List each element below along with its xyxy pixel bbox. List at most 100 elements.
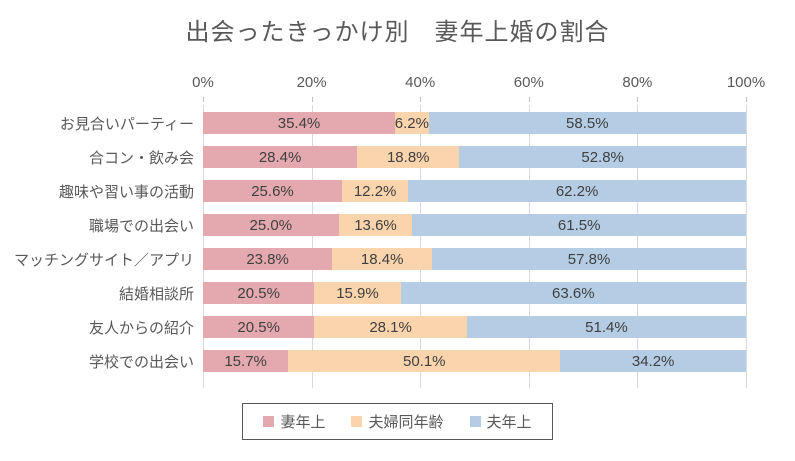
category-label: 結婚相談所	[118, 285, 194, 303]
x-axis-tick-label: 40%	[405, 74, 436, 91]
chart-row: 友人からの紹介 20.5% 28.1% 51.4%	[0, 310, 795, 344]
bar-segment-same-age: 18.4%	[332, 248, 433, 270]
bar-segment-same-age: 13.6%	[338, 214, 413, 236]
category-label: 学校での出会い	[88, 353, 194, 371]
bar-segment-wife-older: 35.4%	[203, 112, 396, 134]
data-label: 28.1%	[369, 318, 412, 336]
data-label: 28.4%	[258, 148, 302, 166]
legend-swatch-same-age	[351, 416, 363, 427]
data-label: 52.8%	[581, 148, 624, 166]
data-label: 51.4%	[585, 318, 628, 336]
bar-segment-husband-older: 63.6%	[400, 282, 746, 304]
data-label: 15.9%	[336, 284, 379, 302]
bar-segment-same-age: 28.1%	[314, 316, 467, 338]
x-axis-tick-mark	[311, 97, 313, 102]
stacked-bar: 25.6% 12.2% 62.2%	[203, 180, 746, 202]
data-label: 20.5%	[237, 284, 280, 302]
stacked-bar: 23.8% 18.4% 57.8%	[203, 248, 746, 270]
x-axis-tick-label: 20%	[296, 74, 327, 91]
category-label: 合コン・飲み会	[88, 149, 194, 167]
x-axis-tick-mark	[637, 97, 639, 102]
data-label: 35.4%	[277, 114, 321, 132]
x-axis-tick-strip	[203, 96, 747, 102]
bar-segment-husband-older: 52.8%	[459, 146, 746, 168]
legend: 妻年上 夫婦同年齢 夫年上	[242, 403, 553, 440]
plot-area: お見合いパーティー 35.4% 6.2% 58.5% 合コン・飲み会 28.4% 18.8%…	[0, 105, 795, 388]
bar-segment-same-age: 15.9%	[314, 282, 401, 304]
legend-label: 夫婦同年齢	[368, 414, 444, 431]
legend-item-wife-older: 妻年上	[263, 411, 325, 432]
legend-swatch-husband-older	[469, 416, 481, 427]
data-label: 61.5%	[557, 216, 601, 234]
bar-segment-same-age: 18.8%	[357, 146, 460, 168]
data-label: 25.6%	[251, 182, 294, 200]
data-label: 62.2%	[555, 182, 599, 200]
x-axis-tick-label: 60%	[513, 74, 544, 91]
legend-label: 夫年上	[486, 414, 532, 431]
data-label: 18.8%	[386, 148, 430, 166]
gridline	[528, 105, 530, 388]
category-label: 友人からの紹介	[88, 319, 194, 337]
bar-segment-wife-older: 23.8%	[203, 248, 333, 270]
bar-segment-husband-older: 62.2%	[408, 180, 746, 202]
legend-item-same-age: 夫婦同年齢	[351, 411, 444, 432]
chart-row: お見合いパーティー 35.4% 6.2% 58.5%	[0, 106, 795, 140]
stacked-bar: 35.4% 6.2% 58.5%	[203, 112, 746, 134]
stacked-bar: 20.5% 15.9% 63.6%	[203, 282, 746, 304]
data-label: 12.2%	[353, 182, 397, 200]
bar-segment-same-age: 12.2%	[342, 180, 409, 202]
x-axis-tick-mark	[746, 97, 747, 102]
chart-row: 合コン・飲み会 28.4% 18.8% 52.8%	[0, 140, 795, 174]
bar-segment-husband-older: 57.8%	[432, 248, 746, 270]
bar-segment-husband-older: 61.5%	[412, 214, 746, 236]
bar-segment-wife-older: 28.4%	[203, 146, 358, 168]
category-label: お見合いパーティー	[59, 115, 194, 133]
chart-row: 職場での出会い 25.0% 13.6% 61.5%	[0, 208, 795, 242]
bar-segment-husband-older: 58.5%	[428, 112, 746, 134]
bar-segment-same-age: 50.1%	[288, 350, 561, 372]
data-label: 20.5%	[237, 318, 280, 336]
data-label: 34.2%	[631, 352, 675, 370]
x-axis-tick-label: 100%	[726, 74, 766, 91]
stacked-bar: 15.7% 50.1% 34.2%	[203, 350, 746, 372]
x-axis-tick-label: 80%	[622, 74, 653, 91]
data-label: 50.1%	[402, 352, 446, 370]
legend-label: 妻年上	[280, 414, 326, 431]
stacked-bar: 28.4% 18.8% 52.8%	[203, 146, 746, 168]
bar-segment-wife-older: 20.5%	[203, 316, 315, 338]
x-axis-tick-mark	[203, 97, 204, 102]
chart-row: 学校での出会い 15.7% 50.1% 34.2%	[0, 344, 795, 378]
chart-title: 出会ったきっかけ別 妻年上婚の割合	[185, 19, 610, 46]
x-axis: 0% 20% 40% 60% 80% 100%	[192, 74, 765, 94]
gridline	[420, 105, 422, 388]
chart-row: 結婚相談所 20.5% 15.9% 63.6%	[0, 276, 795, 310]
gridlines	[203, 105, 747, 388]
chart-row: 趣味や習い事の活動 25.6% 12.2% 62.2%	[0, 174, 795, 208]
x-axis-tick-label: 0%	[192, 74, 214, 91]
data-label: 15.7%	[224, 352, 267, 370]
category-label: マッチングサイト／アプリ	[13, 251, 194, 269]
data-label: 6.2%	[394, 114, 429, 132]
data-label: 23.8%	[246, 250, 289, 268]
stacked-bar-chart: 出会ったきっかけ別 妻年上婚の割合 0% 20% 40% 60% 80% 100…	[0, 18, 795, 461]
gridline	[746, 105, 747, 388]
category-label: 趣味や習い事の活動	[58, 183, 194, 201]
bar-segment-wife-older: 25.0%	[203, 214, 339, 236]
legend-item-husband-older: 夫年上	[469, 411, 532, 432]
x-axis-tick-mark	[528, 97, 530, 102]
gridline	[203, 105, 204, 388]
bar-segment-wife-older: 25.6%	[203, 180, 342, 202]
bar-segment-husband-older: 34.2%	[560, 350, 746, 372]
stacked-bar: 25.0% 13.6% 61.5%	[203, 214, 746, 236]
category-label: 職場での出会い	[88, 217, 194, 235]
data-label: 58.5%	[566, 114, 609, 132]
data-label: 25.0%	[249, 216, 293, 234]
x-axis-tick-mark	[420, 97, 422, 102]
gridline	[637, 105, 639, 388]
data-label: 13.6%	[354, 216, 397, 234]
stacked-bar: 20.5% 28.1% 51.4%	[203, 316, 746, 338]
bar-segment-husband-older: 51.4%	[466, 316, 746, 338]
legend-swatch-wife-older	[263, 416, 275, 427]
bar-segment-same-age: 6.2%	[395, 112, 429, 134]
bar-segment-wife-older: 15.7%	[203, 350, 289, 372]
